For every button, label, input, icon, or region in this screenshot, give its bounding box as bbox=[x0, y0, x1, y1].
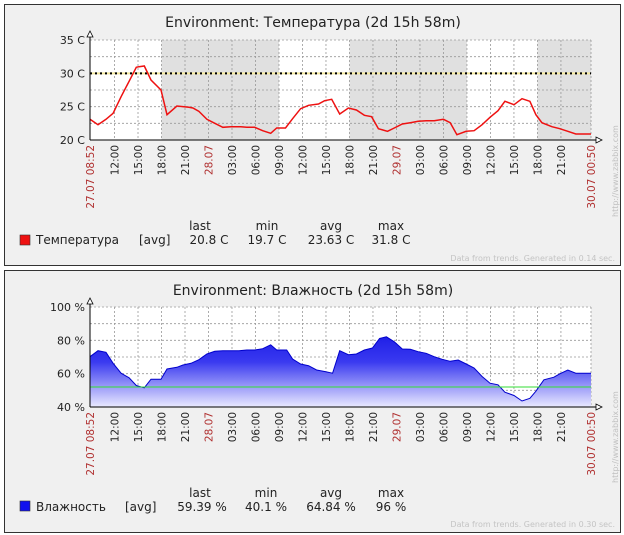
legend-header-last: last bbox=[189, 219, 211, 233]
legend-max: 96 % bbox=[376, 500, 407, 514]
x-tick-label: 03:00 bbox=[227, 412, 239, 442]
x-tick-label: 27.07 08:52 bbox=[85, 145, 97, 209]
series-line bbox=[89, 336, 591, 402]
y-axis-arrow-icon bbox=[86, 30, 94, 38]
x-tick-label: 21:00 bbox=[556, 412, 568, 442]
y-tick-label: 25 C bbox=[60, 101, 85, 114]
x-tick-label: 06:00 bbox=[250, 412, 262, 442]
x-tick-label: 12:00 bbox=[297, 145, 309, 175]
legend-function: [avg] bbox=[139, 233, 170, 247]
x-tick-label: 06:00 bbox=[438, 145, 450, 175]
x-tick-label: 12:00 bbox=[110, 145, 122, 175]
x-tick-label: 03:00 bbox=[415, 412, 427, 442]
footer-text: Data from trends. Generated in 0.14 sec. bbox=[450, 254, 615, 263]
series-line bbox=[89, 65, 591, 136]
legend-avg: 23.63 C bbox=[308, 233, 355, 247]
legend-header-min: min bbox=[255, 486, 278, 500]
legend-series-name: Влажность bbox=[36, 500, 106, 514]
x-tick-label: 18:00 bbox=[532, 145, 544, 175]
legend-max: 31.8 C bbox=[372, 233, 411, 247]
x-tick-label: 15:00 bbox=[321, 145, 333, 175]
x-tick-label: 21:00 bbox=[180, 412, 192, 442]
legend-min: 40.1 % bbox=[245, 500, 287, 514]
plot-area: 40 % 60 % 80 % 100 % 27.07 08:52 12:00 15:00 18… bbox=[50, 297, 603, 476]
x-tick-label: 30.07 00:50 bbox=[586, 412, 598, 476]
x-tick-label: 06:00 bbox=[250, 145, 262, 175]
y-tick-label: 35 C bbox=[60, 34, 85, 47]
x-tick-label: 15:00 bbox=[509, 412, 521, 442]
temperature-graph-panel: Environment: Температура (2d 15h 58m) 20… bbox=[4, 4, 621, 266]
x-axis-arrow-icon bbox=[595, 136, 603, 144]
legend-last: 20.8 C bbox=[190, 233, 229, 247]
x-tick-label: 12:00 bbox=[485, 412, 497, 442]
legend-header-avg: avg bbox=[320, 219, 342, 233]
y-axis-arrow-icon bbox=[86, 297, 94, 305]
legend-header-avg: avg bbox=[320, 486, 342, 500]
footer-text: Data from trends. Generated in 0.30 sec. bbox=[450, 520, 615, 529]
legend-header-min: min bbox=[256, 219, 279, 233]
y-tick-label: 40 % bbox=[57, 401, 85, 414]
humidity-chart: Environment: Влажность (2d 15h 58m) 40 %… bbox=[19, 283, 620, 529]
y-tick-label: 20 C bbox=[60, 134, 85, 147]
series-area bbox=[90, 336, 591, 407]
x-tick-label: 28.07 bbox=[203, 412, 215, 442]
x-tick-label: 21:00 bbox=[556, 145, 568, 175]
x-tick-label: 15:00 bbox=[133, 412, 145, 442]
legend-swatch bbox=[19, 234, 31, 246]
x-tick-label: 12:00 bbox=[485, 145, 497, 175]
legend-header-max: max bbox=[378, 486, 404, 500]
chart-title: Environment: Влажность (2d 15h 58m) bbox=[173, 283, 453, 299]
x-tick-label: 03:00 bbox=[227, 145, 239, 175]
chart-title: Environment: Температура (2d 15h 58m) bbox=[165, 15, 461, 31]
legend-avg: 64.84 % bbox=[306, 500, 356, 514]
x-tick-label: 12:00 bbox=[297, 412, 309, 442]
y-tick-label: 60 % bbox=[57, 368, 85, 381]
x-tick-label: 06:00 bbox=[438, 412, 450, 442]
x-tick-label: 30.07 00:50 bbox=[586, 145, 598, 209]
x-tick-label: 29.07 bbox=[391, 145, 403, 175]
legend-swatch bbox=[19, 500, 31, 512]
x-tick-label: 09:00 bbox=[462, 412, 474, 442]
x-tick-label: 03:00 bbox=[415, 145, 427, 175]
temperature-chart: Environment: Температура (2d 15h 58m) 20… bbox=[19, 15, 620, 263]
y-tick-label: 100 % bbox=[50, 301, 85, 314]
legend-series-name: Температура bbox=[35, 233, 119, 247]
legend-header-max: max bbox=[378, 219, 404, 233]
x-tick-label: 21:00 bbox=[180, 145, 192, 175]
watermark: http://www.zabbix.com bbox=[611, 391, 620, 483]
x-tick-label: 09:00 bbox=[274, 412, 286, 442]
watermark: http://www.zabbix.com bbox=[611, 125, 620, 217]
x-tick-label: 21:00 bbox=[368, 145, 380, 175]
x-tick-label: 18:00 bbox=[344, 412, 356, 442]
x-tick-label: 12:00 bbox=[110, 412, 122, 442]
x-tick-label: 21:00 bbox=[368, 412, 380, 442]
x-tick-label: 18:00 bbox=[344, 145, 356, 175]
x-tick-label: 15:00 bbox=[133, 145, 145, 175]
legend-function: [avg] bbox=[125, 500, 156, 514]
x-tick-label: 27.07 08:52 bbox=[85, 412, 97, 476]
humidity-graph-panel: Environment: Влажность (2d 15h 58m) 40 %… bbox=[4, 270, 621, 533]
x-axis-arrow-icon bbox=[595, 403, 603, 411]
legend-min: 19.7 C bbox=[248, 233, 287, 247]
x-tick-label: 29.07 bbox=[391, 412, 403, 442]
legend-last: 59.39 % bbox=[177, 500, 227, 514]
x-tick-label: 18:00 bbox=[157, 412, 169, 442]
y-tick-label: 80 % bbox=[57, 334, 85, 347]
x-tick-label: 18:00 bbox=[157, 145, 169, 175]
legend-header-last: last bbox=[189, 486, 211, 500]
x-tick-label: 09:00 bbox=[462, 145, 474, 175]
plot-area: 20 C 25 C 30 C 35 C 27.07 08:52 12:00 15:00 18:… bbox=[60, 30, 603, 209]
x-tick-label: 15:00 bbox=[509, 145, 521, 175]
x-tick-label: 28.07 bbox=[203, 145, 215, 175]
x-tick-label: 09:00 bbox=[274, 145, 286, 175]
y-tick-label: 30 C bbox=[60, 67, 85, 80]
x-tick-label: 15:00 bbox=[321, 412, 333, 442]
x-tick-label: 18:00 bbox=[532, 412, 544, 442]
